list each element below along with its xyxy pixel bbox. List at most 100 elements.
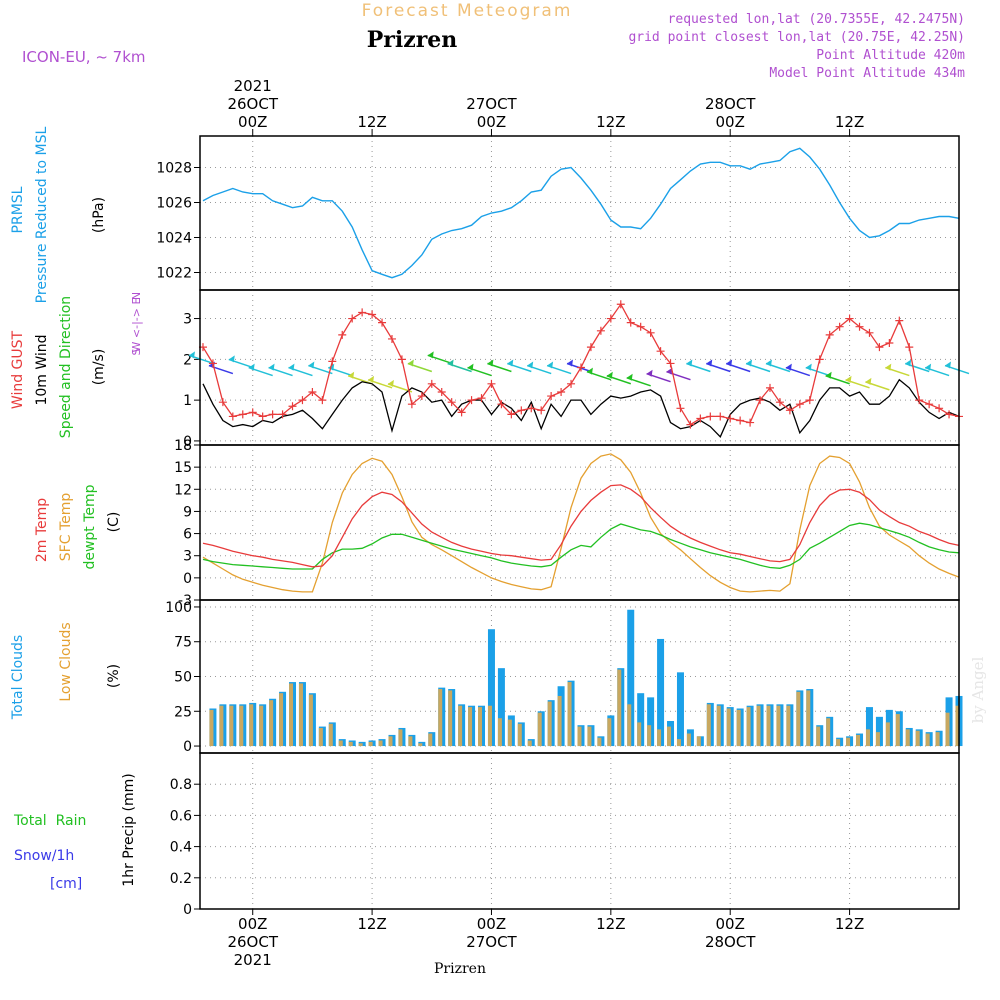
wind-arrowhead [746,359,753,367]
low-cloud-bar [318,727,323,747]
top-time-label: 12Z [357,113,386,131]
gust-marker [736,416,745,425]
wind-arrowhead [706,359,713,367]
wind-arrowhead [945,361,951,369]
wind-label: 10m Wind [34,334,50,405]
dewpt-line [202,522,960,570]
y-tick-label: 0.2 [170,871,192,887]
low-cloud-bar [507,719,512,747]
low-cloud-bar [229,705,234,747]
low-cloud-bar [806,690,811,747]
gust-marker [646,328,655,337]
panel-2: -3 0 3 6 9 12 15 18 [174,438,960,609]
gust-marker [457,408,466,417]
wind-arrowhead [646,369,653,377]
low-cloud-bar [487,705,492,747]
gust-marker [915,396,924,405]
gust-marker [497,400,506,409]
bottom-time-label: 27OCT [466,933,517,951]
y-tick-label: 1022 [156,266,192,282]
wind-arrowhead [348,371,355,379]
low-cloud-bar [816,726,821,747]
low-cloud-bar [776,705,781,747]
gust-marker [716,412,725,421]
chart-title: Prizren [367,27,458,53]
y-tick-label: 12 [174,482,192,498]
top-time-label: 28OCT [705,95,756,113]
wind-arrowhead [686,359,693,367]
top-time-label: 2021 [234,77,272,95]
gust-marker [925,400,934,409]
bottom-time-label: 26OCT [227,933,278,951]
gust-marker [487,379,496,388]
bottom-time-label: 00Z [238,915,267,933]
low-cloud-bar [786,705,791,747]
temp-labels: 2m Temp SFC Temp dewpt Temp (C) [34,484,122,569]
panel-3: 0 25 50 75 100 [165,599,963,755]
gust-marker [328,357,337,366]
gust-marker [815,355,824,364]
low-cloud-bar [209,709,214,747]
gust-marker [656,347,665,356]
low-cloud-bar [577,726,582,747]
low-cloud-bar [497,718,502,747]
gust-marker [467,396,476,405]
low-cloud-bar [219,705,224,747]
total-cloud-bar [487,629,495,747]
low-cloud-bar [637,722,642,747]
compass-n: N [130,292,143,300]
gust-marker [616,300,625,309]
y-tick-label: 75 [174,635,192,651]
compass-we: W <-|-> E [130,298,143,353]
y-tick-label: 0 [183,902,192,918]
gust-marker [228,412,237,421]
panel-1: 0 1 2 3 [183,289,970,450]
low-cloud-bar [617,669,622,747]
panel-4: 0 0.2 0.4 0.6 0.8 [170,752,960,918]
snow-label: Snow/1h [14,848,74,864]
gust-marker [368,310,377,319]
y-tick-label: 50 [174,670,192,686]
wind-arrowhead [467,363,474,371]
gust-marker [387,334,396,343]
wind-arrowhead [188,351,195,359]
gust-marker [855,322,864,331]
gust-marker [576,363,585,372]
chart-subtitle: Forecast Meteogram [362,1,573,21]
wind-arrowhead [288,363,295,371]
gust-marker [258,412,267,421]
low-cloud-bar [338,740,343,747]
gust-marker [636,322,645,331]
gust-marker [477,394,486,403]
gust-marker [407,400,416,409]
precip-unit: 1hr Precip (mm) [121,773,137,886]
pressure-unit: (hPa) [91,197,107,233]
gust-marker [696,414,705,423]
low-cloud-bar [696,736,701,747]
bottom-time-label: 12Z [357,915,386,933]
gust-marker [795,400,804,409]
gust-marker [567,379,576,388]
y-tick-label: 100 [165,600,192,616]
wind-arrowhead [268,363,275,371]
gust-marker [218,398,227,407]
panel-0: 1022 1024 1026 1028 [156,135,960,291]
y-tick-label: 1028 [156,161,192,177]
low-cloud-bar [607,718,612,747]
low-cloud-bar [796,691,801,747]
wind-arrowhead [765,359,772,367]
bottom-time-label: 00Z [477,915,506,933]
dewpt-label: dewpt Temp [82,484,98,569]
gust-marker [756,396,765,405]
y-tick-label: 0 [183,571,192,587]
low-cloud-bar [438,689,443,747]
low-cloud-bar [856,734,861,747]
wind-arrowhead [566,359,573,367]
low-cloud-bar [716,705,721,747]
low-cloud-bar [348,741,353,747]
bottom-time-label: 12Z [835,915,864,933]
gust-marker [238,410,247,419]
gust-marker [825,330,834,339]
